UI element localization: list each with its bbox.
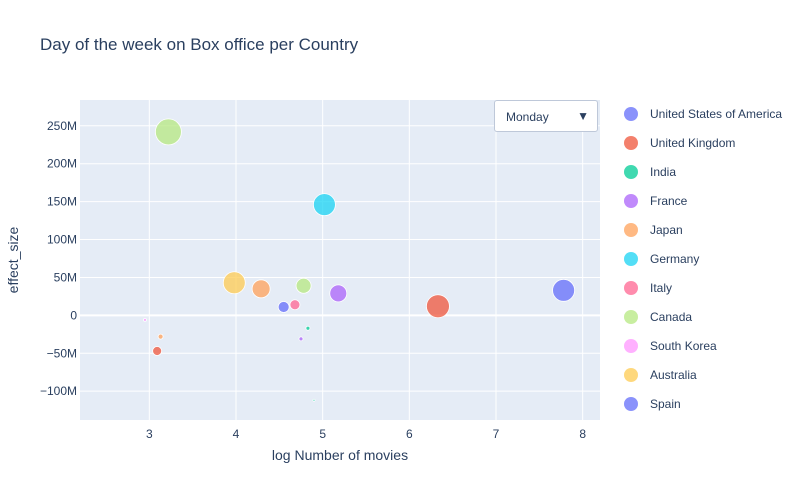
legend-label: South Korea [650,339,717,353]
data-point[interactable] [295,277,312,294]
day-dropdown[interactable]: Monday ▼ [494,100,598,132]
data-point[interactable] [426,294,450,319]
y-tick-label: 100M [47,233,77,247]
x-tick-label: 6 [406,427,413,441]
legend-marker [624,107,638,121]
legend-label: Spain [650,397,681,411]
x-tick-label: 5 [319,427,326,441]
chart-title: Day of the week on Box office per Countr… [40,35,359,54]
data-point[interactable] [154,118,182,146]
data-point[interactable] [329,284,348,303]
x-tick-label: 3 [146,427,153,441]
y-tick-label: 250M [47,119,77,133]
legend-item[interactable]: India [622,162,798,182]
data-point[interactable] [289,299,301,311]
y-tick-label: 50M [54,270,77,284]
legend-item[interactable]: United Kingdom [622,133,798,153]
legend-marker [624,136,638,150]
y-tick-label: 150M [47,195,77,209]
legend-item[interactable]: South Korea [622,336,798,356]
legend-label: Japan [650,223,683,237]
legend-marker [624,165,638,179]
y-tick-label: −50M [47,346,77,360]
legend-label: United States of America [650,107,783,121]
legend-label: Italy [650,281,673,295]
plot-background [80,100,600,420]
y-axis-title: effect_size [5,226,21,293]
x-tick-label: 4 [233,427,240,441]
data-point[interactable] [157,333,164,340]
legend-marker [624,281,638,295]
legend-marker [624,252,638,266]
data-point[interactable] [143,318,147,322]
legend-item[interactable]: United States of America [622,104,798,124]
legend-marker [624,397,638,411]
legend-marker [624,310,638,324]
legend-item[interactable]: Spain [622,394,798,414]
y-tick-label: −100M [40,384,77,398]
legend-label: Australia [650,368,697,382]
data-point[interactable] [298,336,304,342]
legend-marker [624,339,638,353]
y-tick-label: 0 [70,308,77,322]
legend-label: France [650,194,688,208]
x-tick-label: 8 [579,427,586,441]
data-points [143,118,575,402]
y-tick-label: 200M [47,157,77,171]
legend-item[interactable]: France [622,191,798,211]
legend-item[interactable]: Japan [622,220,798,240]
data-point[interactable] [277,301,290,313]
legend-label: Canada [650,310,693,324]
legend-item[interactable]: Italy [622,278,798,298]
y-tick-labels: −100M −50M 0 50M 100M 150M 200M 250M [40,119,77,398]
data-point[interactable] [312,398,316,402]
data-point[interactable] [222,271,246,295]
legend-item[interactable]: Canada [622,307,798,327]
data-point[interactable] [312,193,336,217]
dropdown-selected-label: Monday [506,110,549,124]
legend-item[interactable]: Germany [622,249,798,269]
legend-label: Germany [650,252,700,266]
data-point[interactable] [305,325,311,331]
data-point[interactable] [251,279,271,299]
data-point[interactable] [152,346,163,356]
x-axis-title: log Number of movies [272,447,408,463]
chevron-down-icon: ▼ [577,109,589,123]
legend-item[interactable]: Australia [622,365,798,385]
x-tick-label: 7 [493,427,500,441]
data-point[interactable] [552,278,575,302]
legend-label: India [650,165,677,179]
x-tick-labels: 3 4 5 6 7 8 [146,427,586,441]
legend-label: United Kingdom [650,136,736,150]
legend-marker [624,194,638,208]
legend-marker [624,368,638,382]
legend-marker [624,223,638,237]
